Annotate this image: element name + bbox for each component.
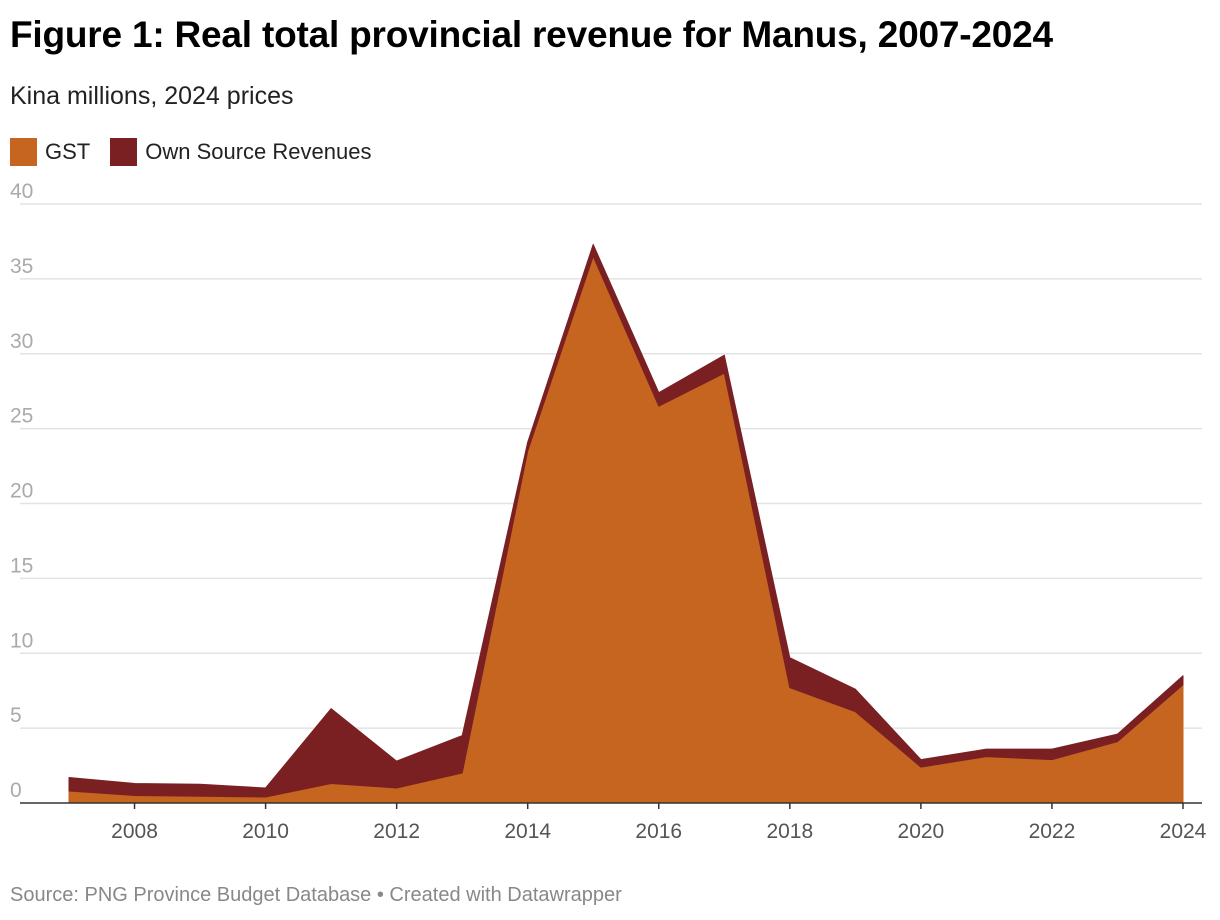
- x-tick-label: 2010: [242, 820, 289, 843]
- chart-title: Figure 1: Real total provincial revenue …: [10, 14, 1053, 55]
- x-tick-label: 2008: [111, 820, 158, 843]
- y-tick-label: 40: [10, 180, 33, 203]
- legend-item-own-source: Own Source Revenues: [110, 138, 371, 166]
- legend-item-gst: GST: [10, 138, 90, 166]
- y-tick-label: 35: [10, 255, 33, 278]
- x-tick-label: 2020: [898, 820, 945, 843]
- x-tick-label: 2024: [1160, 820, 1207, 843]
- area-gst: [68, 255, 1184, 804]
- x-tick-label: 2018: [766, 820, 813, 843]
- legend: GST Own Source Revenues: [10, 138, 391, 166]
- chart-subtitle: Kina millions, 2024 prices: [10, 82, 294, 110]
- x-axis: 2008 2010 2012 2014 2016 2018 2020 2022 2024: [20, 802, 1207, 843]
- area-chart: 0 5 10 15 20 25 30 35 40 2008 2010 2012 2014 2016 201…: [10, 180, 1207, 843]
- stacked-areas: [68, 243, 1184, 804]
- legend-swatch-gst: [10, 138, 37, 166]
- source-note: Source: PNG Province Budget Database • C…: [10, 884, 622, 906]
- legend-swatch-own-source: [110, 138, 138, 166]
- x-tick-label: 2016: [635, 820, 682, 843]
- x-tick-label: 2022: [1029, 820, 1076, 843]
- y-tick-label: 10: [10, 629, 33, 652]
- y-axis-labels: 0 5 10 15 20 25 30 35 40: [10, 180, 33, 802]
- y-tick-label: 0: [10, 779, 22, 802]
- x-tick-label: 2012: [373, 820, 420, 843]
- y-tick-label: 20: [10, 480, 33, 503]
- y-tick-label: 5: [10, 704, 22, 727]
- y-tick-label: 15: [10, 554, 33, 577]
- y-tick-label: 30: [10, 330, 33, 353]
- y-tick-label: 25: [10, 405, 33, 428]
- area-own-source-revenues: [68, 243, 1184, 798]
- legend-label-own-source: Own Source Revenues: [145, 139, 372, 164]
- legend-label-gst: GST: [45, 139, 91, 164]
- x-tick-label: 2014: [504, 820, 551, 843]
